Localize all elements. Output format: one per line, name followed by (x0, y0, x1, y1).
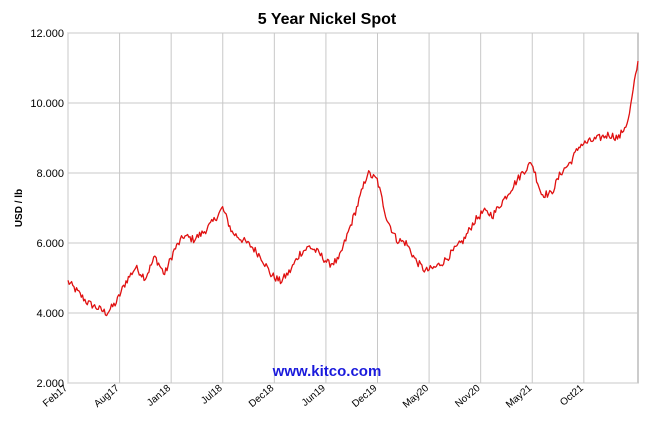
x-tick-label: Aug17 (92, 383, 122, 410)
series-group (67, 60, 639, 317)
y-axis-label: USD / lb (14, 189, 25, 227)
chart-title: 5 Year Nickel Spot (258, 11, 397, 28)
x-tick-label: Jul18 (199, 383, 225, 407)
watermark-text: www.kitco.com (272, 363, 382, 380)
x-tick-label: Dec18 (247, 383, 277, 410)
x-tick-label: Oct21 (558, 383, 586, 409)
series-line (67, 60, 639, 317)
x-tick-label: Jan18 (145, 383, 173, 409)
y-tick-label: 8.000 (36, 168, 64, 180)
x-tick-label: Jun19 (300, 383, 328, 409)
y-tick-label: 6.000 (36, 238, 64, 250)
x-tick-label: May20 (401, 383, 431, 411)
y-tick-label: 2.000 (36, 378, 64, 390)
x-tick-label: Dec19 (350, 383, 380, 410)
gridlines (67, 32, 638, 384)
y-axis-ticks: 2.000 4.000 6.000 8.000 10.000 12.000 (30, 28, 64, 390)
y-tick-label: 10.000 (30, 98, 64, 110)
x-axis-ticks: Feb17 Aug17 Jan18 Jul18 Dec18 Jun19 Dec19 May20… (41, 383, 586, 411)
x-tick-label: May21 (504, 383, 534, 411)
y-tick-label: 12.000 (30, 28, 64, 40)
plot-area (67, 32, 639, 384)
y-tick-label: 4.000 (36, 308, 64, 320)
x-tick-label: Nov20 (453, 383, 483, 410)
